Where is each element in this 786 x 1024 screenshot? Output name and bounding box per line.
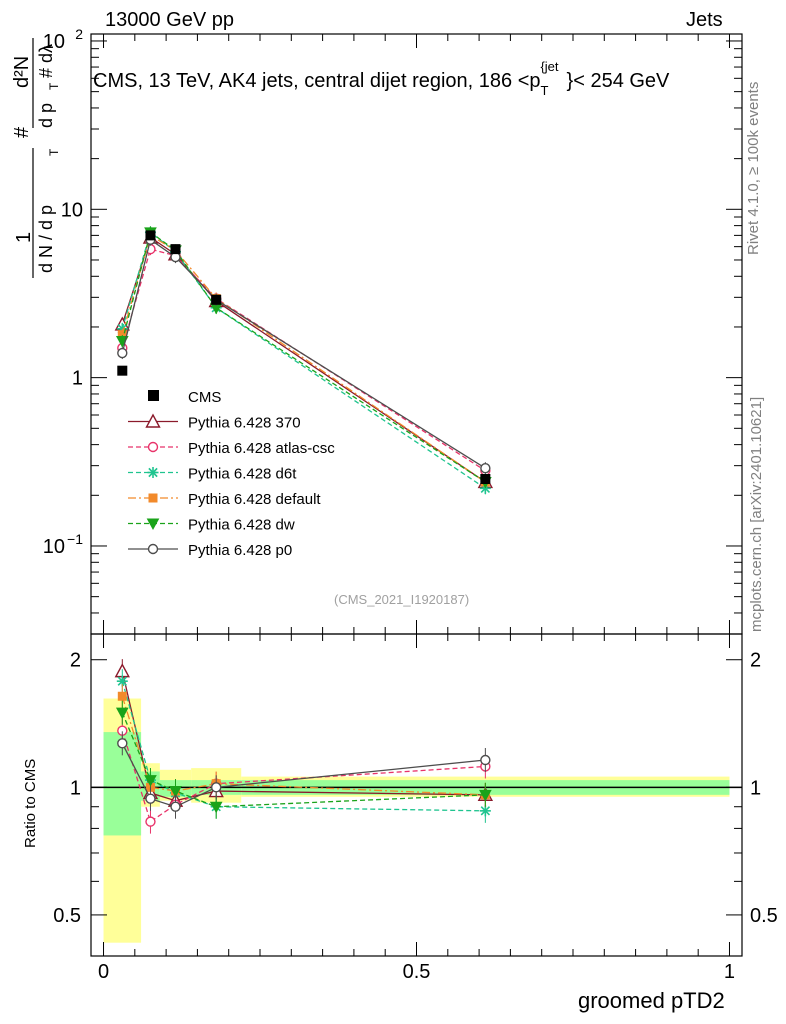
y-tick-label-ratio-right-2: 2 xyxy=(750,650,761,672)
cms-point-4 xyxy=(480,473,491,484)
y-axis-label-ratio: Ratio to CMS xyxy=(22,758,39,848)
y-tick-label-main-exp-0: −1 xyxy=(67,531,83,547)
legend-marker-p370 xyxy=(145,413,161,428)
main-point-p0-0 xyxy=(117,347,128,359)
main-line-p0 xyxy=(121,238,486,469)
ratio-point-p0-0 xyxy=(117,738,128,749)
ratio-point-dw-1 xyxy=(144,775,157,787)
plot-title-main: CMS, 13 TeV, AK4 jets, central dijet reg… xyxy=(93,70,541,92)
legend-label-atlas: Pythia 6.428 atlas-csc xyxy=(188,440,335,457)
plot-title-sub: T xyxy=(540,83,549,98)
legend-marker-atlas xyxy=(147,441,159,453)
y-tick-label-main-0: 10 xyxy=(43,536,65,558)
cms-point-1 xyxy=(145,230,156,241)
ratio-point-dw-3 xyxy=(209,801,223,814)
category-label: Jets xyxy=(686,9,723,31)
cms-point-3 xyxy=(211,294,222,305)
legend-marker-cms xyxy=(148,390,159,401)
legend-label-dw: Pythia 6.428 dw xyxy=(188,517,295,534)
ratio-line-default xyxy=(121,696,486,796)
ratio-point-d6t-4 xyxy=(479,805,491,817)
svg-text:#: # xyxy=(36,68,56,78)
x-tick-label-1: 0.5 xyxy=(403,961,431,983)
legend-marker-dw xyxy=(146,518,160,531)
rivet-label: Rivet 4.1.0, ≥ 100k events xyxy=(745,81,762,255)
y-tick-label-main-3: 10 xyxy=(43,31,65,53)
cms-point-2 xyxy=(170,244,181,255)
mcplots-label: mcplots.cern.ch [arXiv:2401.10621] xyxy=(748,396,765,632)
legend-label-d6t: Pythia 6.428 d6t xyxy=(188,466,297,483)
main-point-default-0 xyxy=(117,330,127,340)
svg-text:1: 1 xyxy=(13,232,35,243)
beam-label: 13000 GeV pp xyxy=(105,9,234,31)
y-tick-label-ratio-right-0: 0.5 xyxy=(750,905,778,927)
ratio-point-p0-1 xyxy=(145,793,156,804)
ratio-point-atlas-1 xyxy=(145,816,156,827)
y-tick-label-main-1: 1 xyxy=(72,368,83,390)
y-tick-label-main-exp-3: 2 xyxy=(75,26,83,42)
svg-text:T: T xyxy=(47,148,61,156)
x-tick-label-2: 1 xyxy=(724,961,735,983)
y-axis-label-main: # 1 d N / d p T # d²N d p T # dλ xyxy=(11,38,61,278)
ratio-point-p0-4 xyxy=(480,754,491,766)
ratio-lines-layer xyxy=(91,659,742,834)
ratio-point-p0-3 xyxy=(210,782,222,793)
legend-label-cms: CMS xyxy=(188,389,221,406)
y-tick-label-ratio-right-1: 1 xyxy=(750,777,761,799)
plot-title-end: }< 254 GeV xyxy=(566,70,670,92)
svg-text:dλ: dλ xyxy=(36,44,56,63)
svg-text:#: # xyxy=(11,126,33,138)
cms-point-0 xyxy=(117,365,128,376)
legend-label-default: Pythia 6.428 default xyxy=(188,491,321,508)
plot-title: CMS, 13 TeV, AK4 jets, central dijet reg… xyxy=(93,59,670,98)
ratio-point-default-0 xyxy=(117,691,127,701)
legend: CMS Pythia 6.428 370 Pythia 6.428 atlas-cs… xyxy=(128,389,335,559)
y-tick-label-main-2: 10 xyxy=(61,199,83,221)
legend-label-p370: Pythia 6.428 370 xyxy=(188,415,301,432)
legend-marker-default xyxy=(148,493,158,503)
y-tick-label-ratio-2: 2 xyxy=(70,650,81,672)
main-line-dw xyxy=(121,231,486,483)
main-lines-layer xyxy=(114,226,494,495)
svg-text:d²N: d²N xyxy=(11,56,33,88)
legend-label-p0: Pythia 6.428 p0 xyxy=(188,542,292,559)
ratio-point-dw-4 xyxy=(479,789,492,802)
y-tick-label-ratio-0: 0.5 xyxy=(53,905,81,927)
y-tick-label-ratio-1: 1 xyxy=(70,777,81,799)
x-axis-label: groomed pTD2 xyxy=(578,988,725,1013)
ratio-point-dw-2 xyxy=(169,786,182,798)
svg-text:d p: d p xyxy=(36,103,56,128)
analysis-tag: (CMS_2021_I1920187) xyxy=(334,592,470,607)
x-tick-label-0: 0 xyxy=(98,961,109,983)
ratio-point-p0-2 xyxy=(170,801,181,812)
svg-text:d N / d p: d N / d p xyxy=(36,205,56,273)
ratio-band-layer xyxy=(103,698,730,943)
legend-marker-p0 xyxy=(147,543,159,555)
main-point-p0-4 xyxy=(480,462,491,474)
plot-title-sup: {jet xyxy=(540,59,559,74)
ratio-point-dw-0 xyxy=(115,707,129,720)
svg-text:T: T xyxy=(47,82,61,90)
legend-marker-d6t xyxy=(147,467,159,478)
